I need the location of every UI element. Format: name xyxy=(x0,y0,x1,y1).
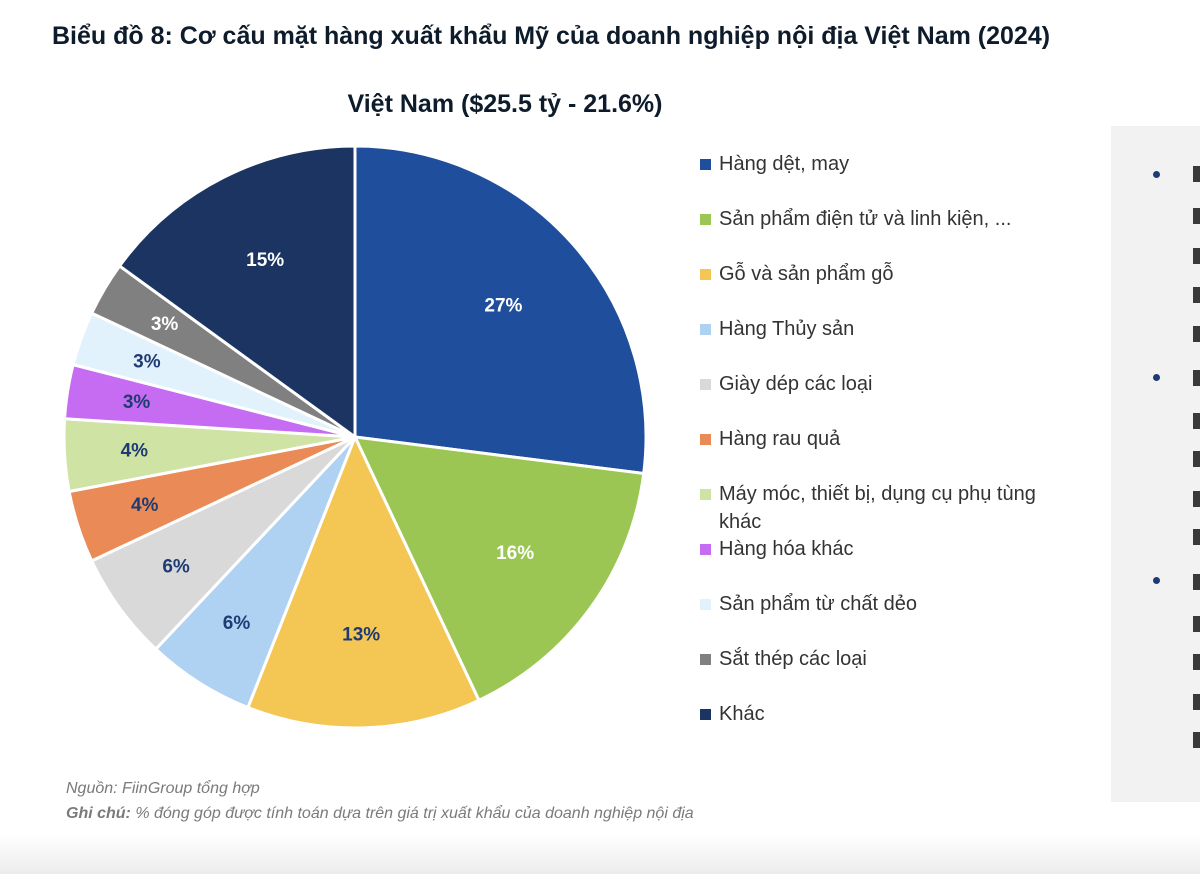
document-title: Biểu đồ 8: Cơ cấu mặt hàng xuất khẩu Mỹ … xyxy=(52,22,1051,50)
legend-label: Giày dép các loại xyxy=(719,373,873,395)
side-text-fragment xyxy=(1193,326,1200,342)
pie-data-label-8: 3% xyxy=(133,352,161,373)
pie-chart: 27% 16% 13% 6% 6% 4% 4% 3% 3% 3% 15% xyxy=(62,144,648,730)
side-text-fragment xyxy=(1193,654,1200,670)
legend-item-10: Khác xyxy=(700,700,1080,728)
legend-label: Hàng hóa khác xyxy=(719,538,854,560)
source-note: Nguồn: FiinGroup tổng hợp xyxy=(66,780,260,797)
legend-label: Máy móc, thiết bị, dụng cụ phụ tùng khác xyxy=(719,483,1036,533)
side-text-fragment xyxy=(1193,287,1200,303)
side-text-fragment xyxy=(1193,166,1200,182)
legend-swatch-icon xyxy=(700,214,711,225)
legend-swatch-icon xyxy=(700,269,711,280)
legend-swatch-icon xyxy=(700,159,711,170)
legend-label: Gỗ và sản phẩm gỗ xyxy=(719,263,894,285)
side-text-fragment xyxy=(1193,694,1200,710)
legend-item-6: Máy móc, thiết bị, dụng cụ phụ tùng khác xyxy=(700,480,1080,536)
pie-data-label-6: 4% xyxy=(121,440,149,461)
side-text-fragment xyxy=(1193,208,1200,224)
legend-item-3: Hàng Thủy sản xyxy=(700,315,1080,343)
side-text-fragment xyxy=(1193,491,1200,507)
legend-label: Hàng dệt, may xyxy=(719,153,850,175)
legend-swatch-icon xyxy=(700,379,711,390)
pie-data-label-5: 4% xyxy=(131,495,159,516)
explanatory-note: Ghi chú: % đóng góp được tính toán dựa t… xyxy=(66,805,694,823)
side-text-fragment xyxy=(1193,370,1200,386)
legend-label: Hàng Thủy sản xyxy=(719,318,855,340)
pie-data-label-0: 27% xyxy=(484,296,522,317)
pie-data-label-1: 16% xyxy=(496,543,534,564)
legend-item-0: Hàng dệt, may xyxy=(700,150,1080,178)
side-text-fragment xyxy=(1193,451,1200,467)
legend-swatch-icon xyxy=(700,489,711,500)
legend-item-4: Giày dép các loại xyxy=(700,370,1080,398)
pie-data-label-10: 15% xyxy=(246,250,284,271)
pie-data-label-7: 3% xyxy=(123,392,151,413)
side-bullet-icon xyxy=(1153,171,1160,178)
legend-label: Hàng rau quả xyxy=(719,428,841,450)
legend-item-9: Sắt thép các loại xyxy=(700,645,1080,673)
legend-label: Sản phẩm điện tử và linh kiện, ... xyxy=(719,208,1012,230)
side-text-fragment xyxy=(1193,616,1200,632)
pie-slice-10 xyxy=(118,144,357,439)
pie-data-label-9: 3% xyxy=(151,314,179,335)
legend-item-2: Gỗ và sản phẩm gỗ xyxy=(700,260,1080,288)
legend-item-5: Hàng rau quả xyxy=(700,425,1080,453)
side-panel xyxy=(1111,126,1200,802)
side-text-fragment xyxy=(1193,529,1200,545)
side-text-fragment xyxy=(1193,413,1200,429)
side-bullet-icon xyxy=(1153,577,1160,584)
pie-slice-1 xyxy=(353,435,646,702)
legend-swatch-icon xyxy=(700,324,711,335)
legend-label: Sắt thép các loại xyxy=(719,648,867,670)
legend-label: Khác xyxy=(719,703,765,725)
legend-item-8: Sản phẩm từ chất dẻo xyxy=(700,590,1080,618)
note-text: % đóng góp được tính toán dựa trên giá t… xyxy=(130,805,694,822)
legend-label: Sản phẩm từ chất dẻo xyxy=(719,593,917,615)
side-text-fragment xyxy=(1193,574,1200,590)
pie-slice-0 xyxy=(353,144,648,475)
pie-data-label-4: 6% xyxy=(162,557,190,578)
legend-swatch-icon xyxy=(700,599,711,610)
pie-data-label-3: 6% xyxy=(223,613,251,634)
legend-item-1: Sản phẩm điện tử và linh kiện, ... xyxy=(700,205,1080,233)
legend-swatch-icon xyxy=(700,434,711,445)
pie-data-label-2: 13% xyxy=(342,624,380,645)
page-bottom-band xyxy=(0,834,1200,874)
side-text-fragment xyxy=(1193,732,1200,748)
chart-title: Việt Nam ($25.5 tỷ - 21.6%) xyxy=(347,90,663,118)
pie-slice-2 xyxy=(246,435,481,730)
legend-swatch-icon xyxy=(700,709,711,720)
legend-swatch-icon xyxy=(700,544,711,555)
note-label: Ghi chú: xyxy=(66,805,131,822)
side-text-fragment xyxy=(1193,248,1200,264)
side-bullet-icon xyxy=(1153,374,1160,381)
legend-item-7: Hàng hóa khác xyxy=(700,535,1080,563)
legend-swatch-icon xyxy=(700,654,711,665)
